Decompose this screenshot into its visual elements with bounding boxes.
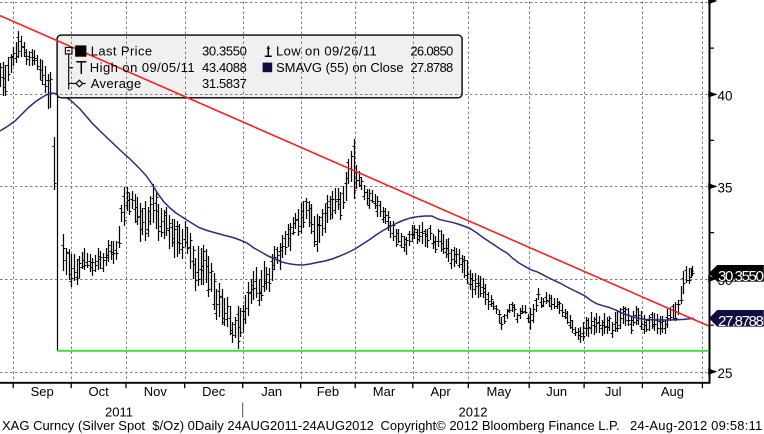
svg-text:2011: 2011 <box>105 405 133 420</box>
svg-text:SMAVG (55) on Close: SMAVG (55) on Close <box>276 60 404 75</box>
svg-text:27.8788: 27.8788 <box>410 60 453 75</box>
svg-text:40: 40 <box>718 89 733 104</box>
svg-text:Dec: Dec <box>202 384 226 399</box>
svg-text:Sep: Sep <box>31 384 54 399</box>
svg-text:26.0850: 26.0850 <box>410 44 453 59</box>
svg-text:Jul: Jul <box>605 384 622 399</box>
svg-text:High on 09/05/11: High on 09/05/11 <box>90 60 195 75</box>
svg-text:Copyright© 2012 Bloomberg Fina: Copyright© 2012 Bloomberg Finance L.P. <box>381 418 620 433</box>
svg-text:31.5837: 31.5837 <box>202 76 247 91</box>
svg-text:30.3550: 30.3550 <box>718 268 763 285</box>
svg-text:24-Aug-2012 09:58:11: 24-Aug-2012 09:58:11 <box>630 418 762 433</box>
svg-text:May: May <box>487 384 512 399</box>
svg-text:XAG Curncy (Silver Spot $/Oz): XAG Curncy (Silver Spot $/Oz) 0Daily 24A… <box>2 418 374 433</box>
svg-text:Jun: Jun <box>546 384 567 399</box>
svg-text:2012: 2012 <box>459 405 488 420</box>
svg-text:25: 25 <box>718 366 733 381</box>
svg-text:Mar: Mar <box>373 384 396 399</box>
svg-text:Average: Average <box>91 76 142 91</box>
svg-text:Aug: Aug <box>661 384 684 399</box>
svg-text:27.8788: 27.8788 <box>718 313 763 330</box>
svg-text:30.3550: 30.3550 <box>202 44 247 59</box>
svg-text:Last Price: Last Price <box>91 44 153 59</box>
svg-text:Jan: Jan <box>261 384 282 399</box>
svg-text:Oct: Oct <box>88 384 109 399</box>
svg-text:Apr: Apr <box>430 384 451 399</box>
svg-text:43.4088: 43.4088 <box>202 60 247 75</box>
svg-text:Feb: Feb <box>317 384 339 399</box>
svg-text:35: 35 <box>718 181 733 196</box>
svg-text:Nov: Nov <box>144 384 168 399</box>
svg-text:Low on 09/26/11: Low on 09/26/11 <box>276 44 377 59</box>
